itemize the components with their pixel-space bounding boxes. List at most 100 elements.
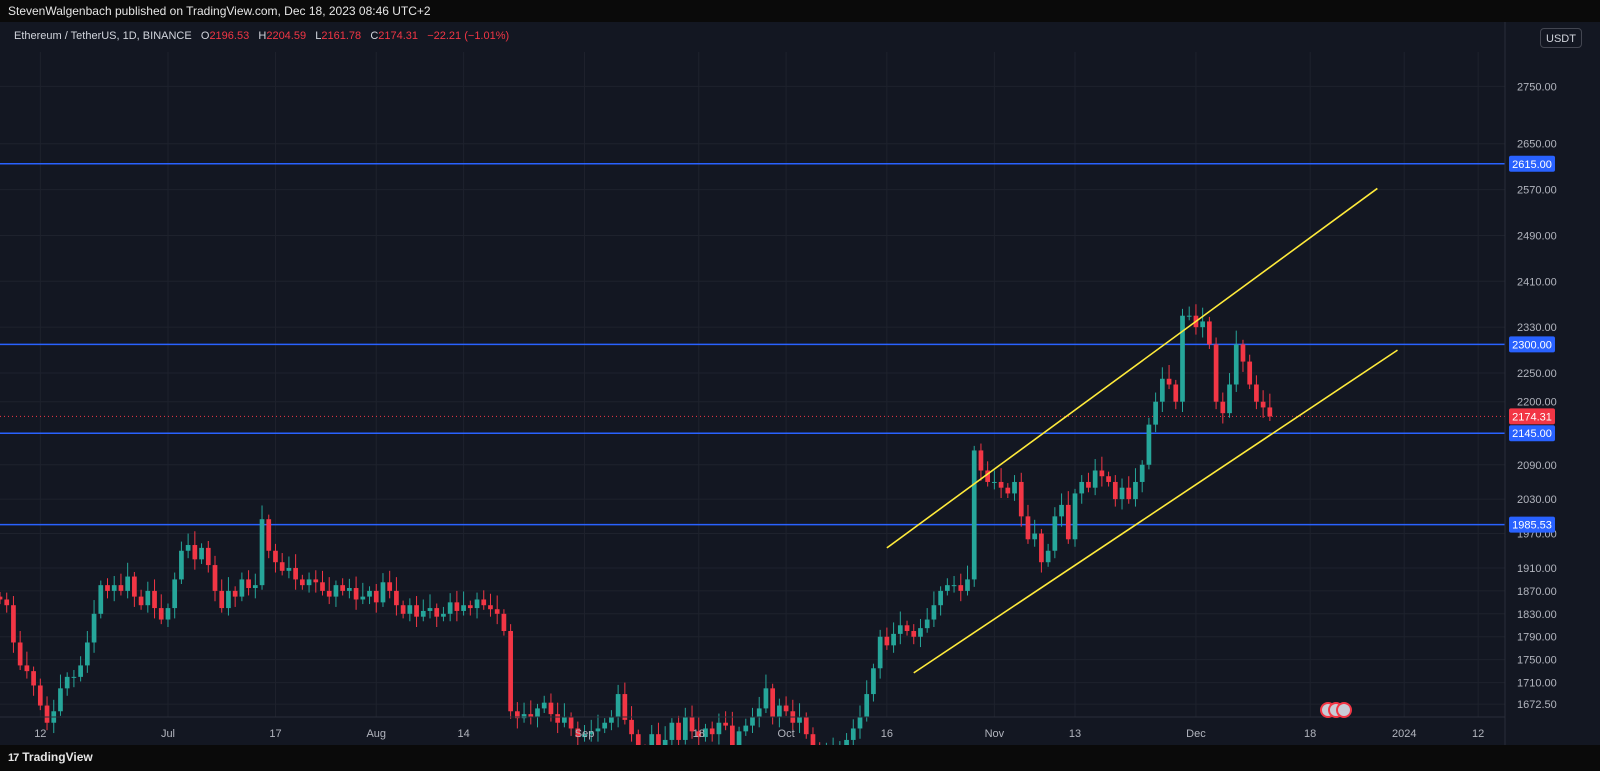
y-tick-label: 2200.00 [1517,397,1557,409]
x-tick-label: Nov [985,728,1005,740]
candle-body [850,728,856,740]
candle-body [367,590,372,597]
candle-body [595,728,601,732]
candle-body [461,605,466,611]
tradingview-logo[interactable]: 17 TradingView [8,745,93,771]
last-price-badge [1509,408,1555,425]
close-label: C [370,30,379,42]
candle-body [340,585,346,591]
chart-pane[interactable]: 2750.00 2650.00 2570.00 2490.00 2410.00 2330.… [0,22,1600,745]
candle-body [723,722,728,726]
candle-body [494,609,500,614]
candle-body [864,694,870,717]
candle-body [958,585,964,591]
candle-body [521,714,527,719]
candle-body [179,550,184,580]
candle-body [1099,470,1105,477]
candle-body [1186,315,1192,317]
candle-body [944,585,950,591]
x-tick-label: 12 [34,728,46,740]
candle-body [488,605,493,610]
candle-body [649,734,655,745]
candle-body [602,722,608,729]
price-axis-bg [1505,22,1600,745]
last-price-label: 2174.31 [1512,411,1552,423]
x-tick-label: 12 [1472,728,1484,740]
candle-body [985,470,991,482]
candle-body [992,481,997,483]
level-price-badge [1509,516,1555,533]
candle-body [259,519,265,586]
candle-body [1092,470,1098,488]
level-price-badge [1509,425,1555,442]
candle-body [17,642,23,666]
candle-body [1072,493,1078,540]
candle-body [891,633,896,646]
candle-body [1065,504,1071,540]
footer-bar: 17 TradingView [0,745,1600,770]
candle-body [703,728,708,738]
candle-body [273,550,278,563]
candle-body [965,579,970,591]
candle-body [347,588,352,591]
candle-body [904,625,910,632]
time-axis[interactable]: 12 Jul 17 Aug 14 Sep 18 Oct 16 Nov 13 Dec 18 2024 12 [0,716,1505,740]
candle-body [951,585,957,587]
candle-body [239,579,245,597]
candle-body [609,717,614,723]
candle-body [326,590,332,597]
candle-body [4,599,10,606]
candle-body [918,628,923,637]
candle-body [1146,424,1152,465]
candle-body [1220,401,1226,414]
x-tick-label: 14 [457,728,469,740]
candle-body [682,717,688,740]
level-price-label: 1985.53 [1512,520,1552,532]
grid-lines [0,52,1505,717]
us-flag-event-icon[interactable] [1336,702,1352,718]
currency-button[interactable]: USDT [1540,28,1582,48]
symbol-name[interactable]: Ethereum / TetherUS, 1D, BINANCE [14,30,192,42]
candle-body [407,605,413,614]
candle-body [118,585,124,591]
x-tick-label: Dec [1186,728,1206,740]
candle-body [441,613,446,617]
close-value: 2174.31 [378,30,419,42]
candle-body [562,717,567,723]
candle-body [844,739,849,745]
price-chart[interactable]: 2750.00 2650.00 2570.00 2490.00 2410.00 2330.… [0,22,1600,745]
tradingview-logo-icon: 17 [8,752,19,764]
candle-body [716,722,722,735]
candle-body [508,631,513,712]
candle-body [548,702,554,715]
candle-body [978,450,984,471]
candle-body [31,671,36,686]
low-value: 2161.78 [321,30,362,42]
candle-body [380,582,386,603]
candle-body [353,588,359,600]
candle-body [662,739,668,745]
y-tick-label: 2030.00 [1517,494,1557,506]
candle-body [252,585,258,589]
candle-body [212,565,218,591]
candle-body [286,567,292,571]
candle-body [205,547,211,566]
x-tick-label: 2024 [1392,728,1416,740]
y-tick-label: 1870.00 [1517,586,1557,598]
candle-body [696,731,702,738]
candle-body [938,590,943,606]
candle-body [528,714,534,717]
candle-body [1153,401,1158,425]
candle-body [1213,344,1219,402]
candle-body [1052,516,1058,551]
price-axis[interactable]: 2750.00 2650.00 2570.00 2490.00 2410.00 2330.… [1504,22,1600,745]
candle-body [871,668,876,695]
level-price-label: 2615.00 [1512,159,1552,171]
candle-body [897,625,903,634]
candle-body [400,605,406,614]
candle-body [629,719,634,735]
candle-body [98,585,104,614]
candle-body [481,599,487,606]
candle-body [232,590,238,597]
candle-body [420,610,426,617]
